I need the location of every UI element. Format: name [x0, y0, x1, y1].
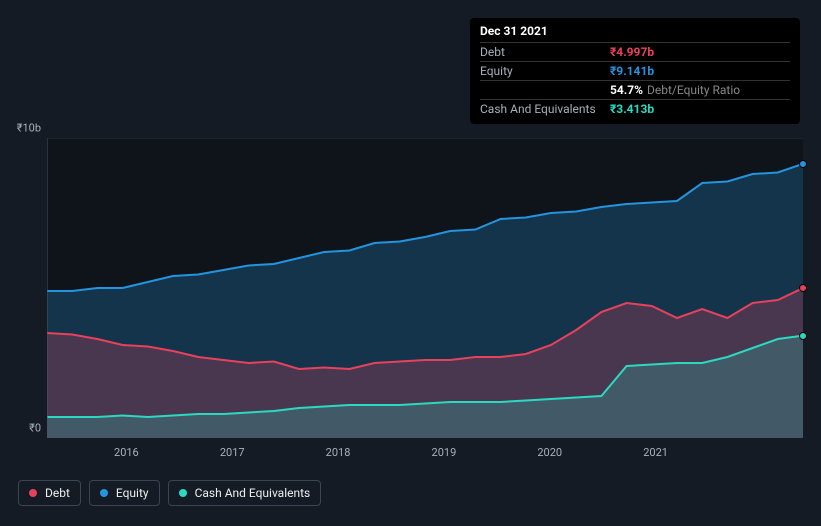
tooltip-row-value: ₹9.141b — [610, 64, 654, 78]
x-tick-label: 2016 — [114, 446, 139, 459]
tooltip-row-label: Debt — [480, 45, 610, 59]
legend-dot — [29, 489, 37, 497]
x-tick-label: 2018 — [326, 446, 351, 459]
tooltip-row: Cash And Equivalents₹3.413b — [480, 99, 790, 118]
legend: Debt Equity Cash And Equivalents — [18, 480, 321, 506]
x-tick-label: 2020 — [537, 446, 562, 459]
legend-item-cash-and-equivalents[interactable]: Cash And Equivalents — [168, 480, 322, 506]
tooltip-row-value: 54.7%Debt/Equity Ratio — [610, 83, 740, 97]
legend-dot — [100, 489, 108, 497]
tooltip-row-label: Equity — [480, 64, 610, 78]
tooltip-row: 54.7%Debt/Equity Ratio — [480, 80, 790, 99]
tooltip-row-value: ₹4.997b — [610, 45, 654, 59]
marker-debt — [799, 284, 807, 292]
y-tick-label: ₹10b — [1, 122, 41, 135]
legend-label: Cash And Equivalents — [195, 486, 311, 500]
plot-area — [47, 138, 803, 438]
tooltip-row-sub: Debt/Equity Ratio — [647, 83, 740, 97]
tooltip-row-label: Cash And Equivalents — [480, 102, 610, 116]
tooltip: Dec 31 2021 Debt₹4.997bEquity₹9.141b54.7… — [470, 18, 800, 124]
legend-label: Equity — [116, 486, 149, 500]
marker-equity — [799, 160, 807, 168]
legend-item-equity[interactable]: Equity — [89, 480, 160, 506]
tooltip-row: Debt₹4.997b — [480, 42, 790, 61]
x-tick-label: 2021 — [643, 446, 668, 459]
legend-dot — [179, 489, 187, 497]
tooltip-row-value: ₹3.413b — [610, 102, 654, 116]
marker-cash-and-equivalents — [799, 332, 807, 340]
x-tick-label: 2017 — [220, 446, 245, 459]
tooltip-row: Equity₹9.141b — [480, 61, 790, 80]
tooltip-title: Dec 31 2021 — [480, 24, 790, 42]
chart-container: ₹0 ₹10b 2016 2017 2018 2019 2020 2021 Dec 31 2… — [0, 0, 821, 526]
legend-item-debt[interactable]: Debt — [18, 480, 81, 506]
legend-label: Debt — [45, 486, 70, 500]
y-tick-label: ₹0 — [1, 422, 41, 435]
tooltip-row-label — [480, 83, 610, 97]
x-tick-label: 2019 — [432, 446, 457, 459]
